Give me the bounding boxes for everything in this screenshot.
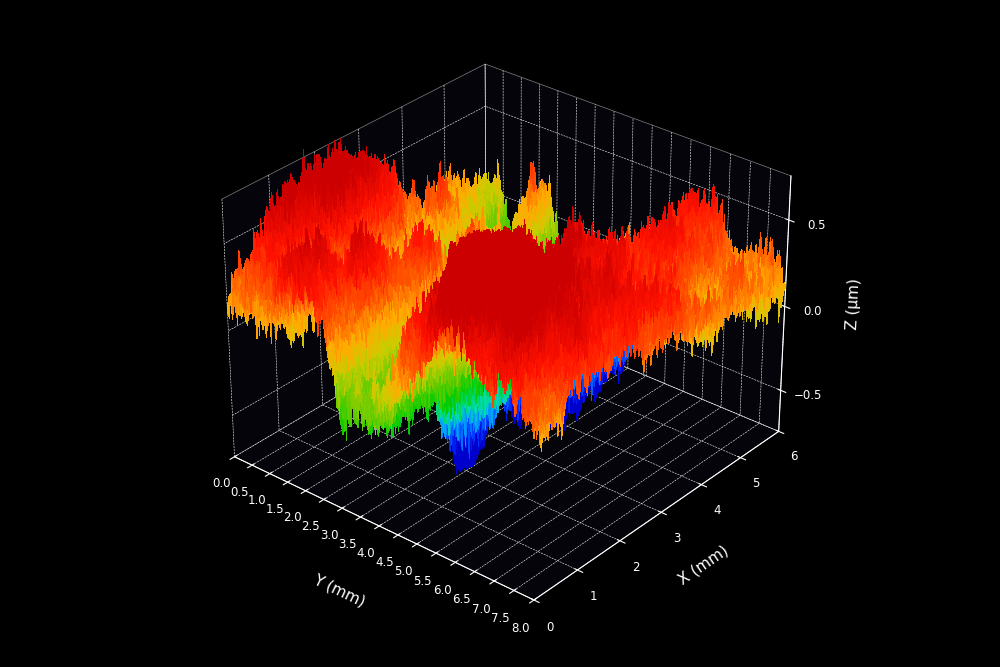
Y-axis label: X (mm): X (mm) bbox=[675, 543, 731, 588]
X-axis label: Y (mm): Y (mm) bbox=[311, 572, 367, 609]
